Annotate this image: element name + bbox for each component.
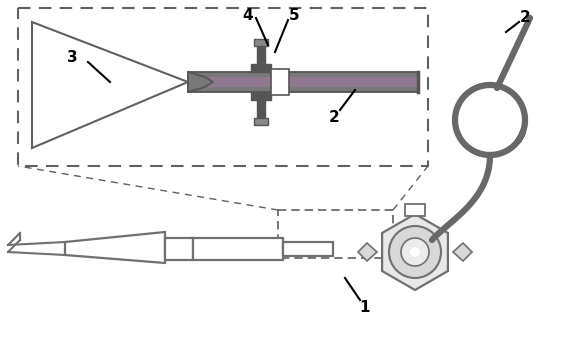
Polygon shape (382, 214, 448, 290)
Bar (405, 204, 425, 216)
Text: 1: 1 (360, 301, 370, 316)
Text: 5: 5 (289, 7, 299, 22)
Bar (283, 242, 333, 256)
Text: 2: 2 (519, 11, 530, 26)
Polygon shape (195, 243, 280, 258)
Bar (251, 92, 271, 100)
Polygon shape (358, 243, 377, 261)
Bar (257, 100, 265, 118)
Circle shape (410, 247, 420, 257)
Polygon shape (453, 243, 472, 261)
Bar (188, 72, 418, 92)
Polygon shape (270, 248, 285, 256)
Bar (188, 77, 418, 87)
Bar (257, 46, 265, 64)
Polygon shape (32, 22, 188, 148)
Circle shape (401, 238, 429, 266)
Polygon shape (188, 72, 213, 92)
Text: 4: 4 (243, 7, 253, 22)
Circle shape (389, 226, 441, 278)
Bar (271, 69, 289, 95)
Bar (251, 64, 271, 72)
Text: 2: 2 (329, 110, 339, 125)
Bar (165, 238, 193, 260)
Text: 3: 3 (67, 50, 77, 65)
Bar (254, 39, 268, 46)
Polygon shape (65, 232, 165, 263)
Bar (193, 238, 283, 260)
Bar (254, 118, 268, 125)
